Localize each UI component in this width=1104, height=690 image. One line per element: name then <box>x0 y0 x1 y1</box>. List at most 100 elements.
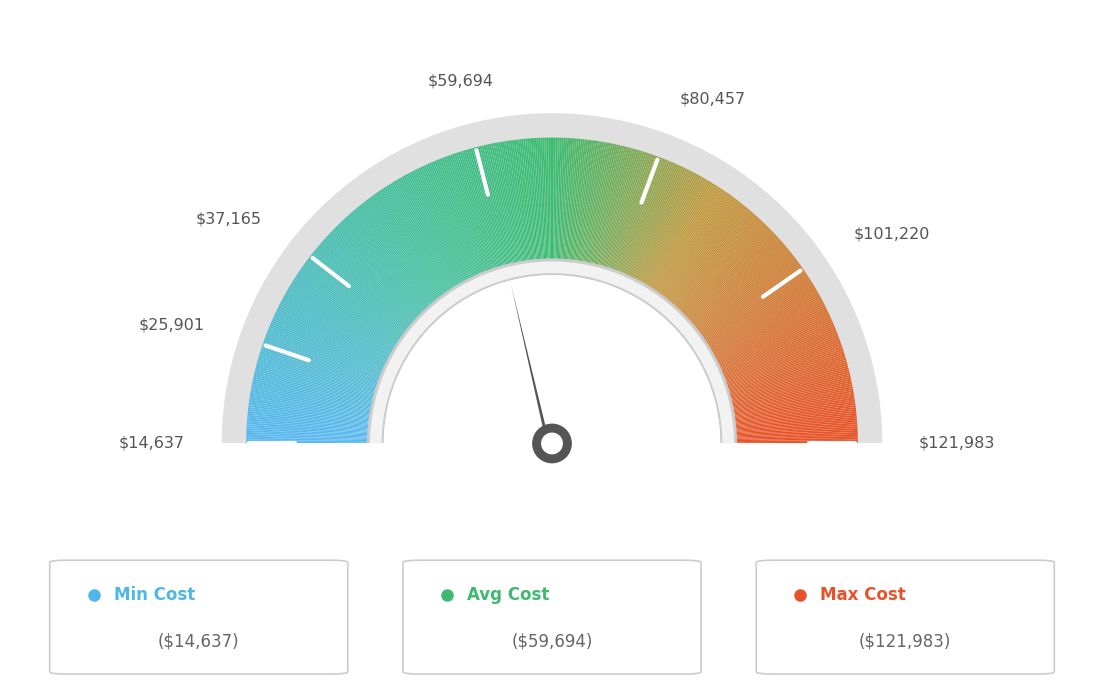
Wedge shape <box>247 415 370 427</box>
Wedge shape <box>567 139 578 261</box>
Wedge shape <box>716 308 827 363</box>
Wedge shape <box>268 327 382 375</box>
Wedge shape <box>478 146 509 266</box>
Wedge shape <box>628 165 680 277</box>
Wedge shape <box>360 204 437 301</box>
Wedge shape <box>247 420 369 431</box>
Wedge shape <box>259 351 378 389</box>
Wedge shape <box>222 113 882 444</box>
Wedge shape <box>389 184 455 288</box>
Wedge shape <box>654 188 722 291</box>
Wedge shape <box>329 233 420 318</box>
Wedge shape <box>669 208 749 303</box>
Wedge shape <box>461 151 499 268</box>
Wedge shape <box>555 138 560 260</box>
Wedge shape <box>383 187 452 290</box>
Wedge shape <box>726 349 843 388</box>
Wedge shape <box>246 426 369 434</box>
Wedge shape <box>272 319 384 370</box>
Wedge shape <box>246 434 369 439</box>
Wedge shape <box>339 223 425 312</box>
Wedge shape <box>733 395 854 416</box>
Wedge shape <box>667 204 744 301</box>
Wedge shape <box>707 278 810 345</box>
FancyBboxPatch shape <box>756 560 1054 674</box>
Wedge shape <box>384 275 720 444</box>
Wedge shape <box>247 411 370 425</box>
Wedge shape <box>452 154 493 270</box>
Wedge shape <box>257 362 375 395</box>
Wedge shape <box>248 405 370 422</box>
Wedge shape <box>285 293 392 354</box>
Wedge shape <box>625 163 676 275</box>
Wedge shape <box>262 345 379 386</box>
Wedge shape <box>735 432 858 437</box>
Wedge shape <box>288 288 394 351</box>
Wedge shape <box>276 310 388 364</box>
Wedge shape <box>665 201 741 299</box>
Wedge shape <box>254 375 373 404</box>
Wedge shape <box>675 217 758 308</box>
Wedge shape <box>662 199 737 298</box>
Wedge shape <box>687 235 777 319</box>
Wedge shape <box>246 436 369 440</box>
Wedge shape <box>725 342 841 384</box>
Wedge shape <box>500 141 522 263</box>
Wedge shape <box>561 138 570 260</box>
Wedge shape <box>474 147 507 266</box>
Wedge shape <box>658 194 730 295</box>
Wedge shape <box>574 140 591 262</box>
Wedge shape <box>526 139 537 261</box>
Wedge shape <box>264 340 380 382</box>
Wedge shape <box>300 268 402 339</box>
Wedge shape <box>724 338 840 382</box>
Wedge shape <box>668 206 747 302</box>
Wedge shape <box>311 253 408 330</box>
Wedge shape <box>617 158 662 273</box>
Wedge shape <box>255 369 374 400</box>
Wedge shape <box>735 428 858 435</box>
Wedge shape <box>487 144 514 264</box>
Wedge shape <box>678 221 763 310</box>
Wedge shape <box>720 320 832 371</box>
Wedge shape <box>722 329 837 376</box>
Wedge shape <box>280 302 390 359</box>
Wedge shape <box>290 283 396 348</box>
Wedge shape <box>718 311 829 365</box>
Wedge shape <box>513 140 530 262</box>
Wedge shape <box>645 179 708 286</box>
Wedge shape <box>710 288 816 351</box>
Wedge shape <box>708 283 814 348</box>
Wedge shape <box>467 149 502 267</box>
Wedge shape <box>347 215 429 307</box>
Wedge shape <box>673 214 756 306</box>
Wedge shape <box>273 317 385 368</box>
Wedge shape <box>733 394 854 415</box>
Wedge shape <box>735 419 857 430</box>
Wedge shape <box>253 377 373 404</box>
Wedge shape <box>692 246 786 326</box>
Wedge shape <box>304 264 404 337</box>
Wedge shape <box>734 415 857 427</box>
Wedge shape <box>248 402 370 420</box>
Wedge shape <box>253 380 372 407</box>
Wedge shape <box>559 138 565 260</box>
Wedge shape <box>603 150 639 268</box>
Wedge shape <box>598 148 631 266</box>
Wedge shape <box>328 234 418 319</box>
Wedge shape <box>729 362 847 395</box>
Wedge shape <box>506 141 526 262</box>
Wedge shape <box>592 145 620 265</box>
Wedge shape <box>716 306 826 362</box>
Wedge shape <box>489 144 516 264</box>
Wedge shape <box>385 186 453 290</box>
Wedge shape <box>692 247 787 326</box>
Wedge shape <box>351 212 433 305</box>
Text: $14,637: $14,637 <box>119 436 185 451</box>
Wedge shape <box>250 397 371 417</box>
Wedge shape <box>613 155 656 270</box>
Wedge shape <box>448 155 491 270</box>
Wedge shape <box>576 140 594 262</box>
Wedge shape <box>690 241 783 323</box>
Wedge shape <box>518 139 532 261</box>
